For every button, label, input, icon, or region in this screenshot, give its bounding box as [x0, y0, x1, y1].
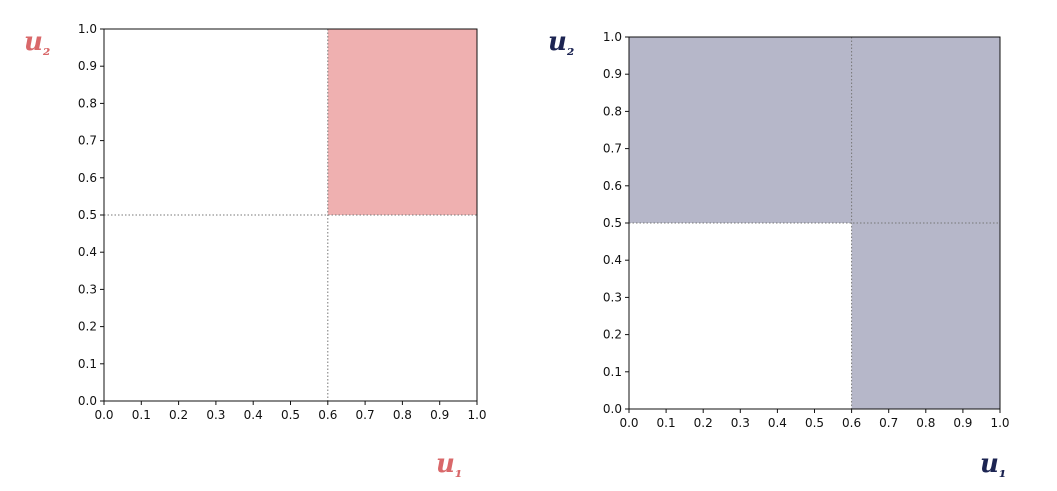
x-tick-label: 0.5 — [281, 408, 300, 422]
x-tick-label: 0.8 — [916, 416, 935, 430]
y-tick-label: 0.4 — [603, 253, 622, 267]
x-tick-label: 0.7 — [356, 408, 375, 422]
x-tick-label: 0.4 — [244, 408, 263, 422]
y-tick-label: 0.2 — [78, 320, 97, 334]
chart-panel-2: 0.0 0.1 0.2 0.3 0.4 0.5 0.6 0.7 0.8 0.9 1.0 0.0 0.1 0… — [548, 27, 1010, 482]
shaded-region-1 — [327, 29, 477, 215]
x-tick-label: 0.2 — [169, 408, 188, 422]
x-tick-label: 0.6 — [842, 416, 861, 430]
x-tick-label: 1.0 — [467, 408, 486, 422]
y-tick-label: 0.3 — [78, 282, 97, 296]
x-tick-label: 0.9 — [430, 408, 449, 422]
x-tick-label: 1.0 — [990, 416, 1009, 430]
y-tick-label: 0.9 — [603, 67, 622, 81]
y-tick-label: 0.6 — [78, 171, 97, 185]
shaded-region-1 — [629, 37, 1000, 223]
x-tick-label: 0.3 — [731, 416, 750, 430]
y-tick-label: 0.9 — [78, 59, 97, 73]
x-tick-label: 0.8 — [393, 408, 412, 422]
y-axis-label: u₂ — [548, 27, 574, 60]
y-tick-label: 0.3 — [603, 290, 622, 304]
y-tick-label: 1.0 — [603, 30, 622, 44]
shaded-region-2 — [851, 223, 1000, 409]
y-tick-label: 0.0 — [603, 402, 622, 416]
x-axis-label: u₁ — [980, 449, 1006, 482]
x-tick-label: 0.1 — [657, 416, 676, 430]
x-tick-label: 0.1 — [132, 408, 151, 422]
y-tick-label: 0.8 — [603, 104, 622, 118]
x-tick-label: 0.5 — [805, 416, 824, 430]
y-tick-label: 0.7 — [78, 134, 97, 148]
y-tick-label: 0.8 — [78, 96, 97, 110]
x-axis-label: u₁ — [436, 449, 462, 482]
y-axis-label: u₂ — [24, 27, 50, 60]
chart-panel-1: 0.0 0.1 0.2 0.3 0.4 0.5 0.6 0.7 0.8 0.9 1.0 0.0 0.1 0… — [24, 22, 487, 482]
y-tick-label: 0.4 — [78, 245, 97, 259]
x-tick-label: 0.3 — [206, 408, 225, 422]
x-tick-label: 0.0 — [619, 416, 638, 430]
y-tick-label: 1.0 — [78, 22, 97, 36]
x-tick-label: 0.4 — [768, 416, 787, 430]
y-tick-label: 0.7 — [603, 142, 622, 156]
y-tick-label: 0.5 — [78, 208, 97, 222]
x-tick-label: 0.9 — [953, 416, 972, 430]
y-tick-label: 0.6 — [603, 179, 622, 193]
y-tick-label: 0.1 — [78, 357, 97, 371]
x-tick-label: 0.2 — [694, 416, 713, 430]
x-tick-label: 0.6 — [318, 408, 337, 422]
y-tick-label: 0.1 — [603, 365, 622, 379]
y-tick-label: 0.0 — [78, 394, 97, 408]
y-tick-label: 0.2 — [603, 328, 622, 342]
x-tick-label: 0.0 — [94, 408, 113, 422]
x-tick-label: 0.7 — [879, 416, 898, 430]
y-tick-label: 0.5 — [603, 216, 622, 230]
